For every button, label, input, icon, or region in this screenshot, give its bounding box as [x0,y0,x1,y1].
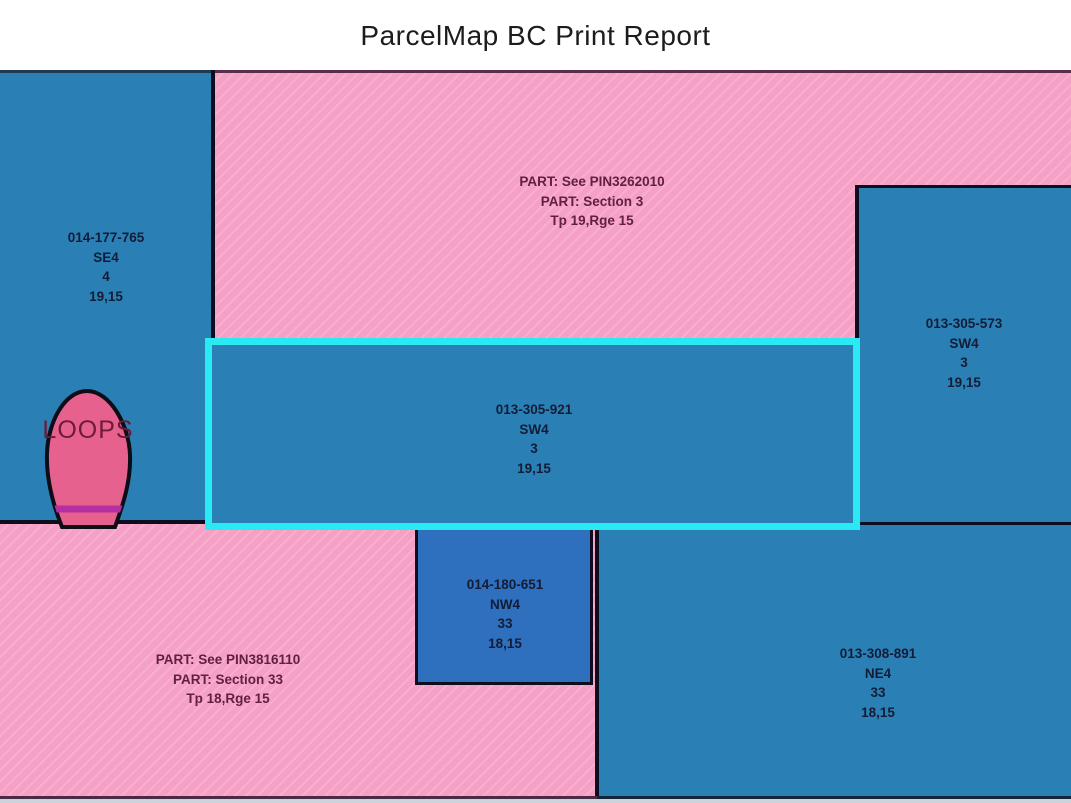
parcel-section: 3 [960,355,968,370]
parcel-township-range: Tp 19,Rge 15 [550,213,634,228]
loops-annotation-label: LOOPS [42,416,134,444]
page-title: ParcelMap BC Print Report [360,20,711,51]
parcel-township-range: 18,15 [861,704,895,720]
parcel-pid: 013-305-921 [495,402,573,417]
parcel-section: 4 [102,269,110,284]
parcel-part-pin: PART: See PIN3816110 [155,652,301,667]
parcel-township-range: Tp 18,Rge 15 [186,691,270,706]
parcel-region-013-305-573 [857,185,1071,525]
parcel-region-013-308-891 [597,522,1071,796]
parcel-pid: 014-177-765 [67,230,145,245]
map-bottom-border-right [597,796,1071,799]
boundary-line-top-left [0,70,213,73]
parcel-pid: 013-305-573 [925,316,1003,331]
parcel-region-014-180-651 [415,525,593,685]
parcel-label-014-180-651: 014-180-651 NW4 33 18,15 [415,575,595,653]
parcel-label-pin3262010: PART: See PIN3262010 PART: Section 3 Tp … [250,172,934,231]
parcel-township-range: 19,15 [517,460,551,476]
parcel-part-section: PART: Section 3 [540,193,644,209]
parcel-label-013-308-891: 013-308-891 NE4 33 18,15 [658,644,1071,722]
boundary-line-bottom-pink-vs-blue [595,525,599,796]
parcel-part-pin: PART: See PIN3262010 [519,174,665,189]
map-bottom-border-left [0,796,597,799]
parcel-quarter: SE4 [93,249,119,265]
parcel-label-013-305-573: 013-305-573 SW4 3 19,15 [857,314,1071,392]
parcel-section: 33 [497,616,513,631]
parcel-pid: 014-180-651 [466,577,544,592]
parcel-quarter: SW4 [519,421,549,437]
parcel-quarter: SW4 [949,335,979,351]
parcel-label-pin3816110: PART: See PIN3816110 PART: Section 33 Tp… [28,650,428,709]
parcel-pid: 013-308-891 [839,646,917,661]
parcel-section: 3 [530,441,538,456]
boundary-line-pink-vs-right [855,185,859,342]
parcel-quarter: NE4 [864,665,892,681]
parcel-map: LOOPS 014-177-765 SE4 4 19,15 PART: See … [0,70,1071,796]
parcel-label-013-305-921: 013-305-921 SW4 3 19,15 [211,400,857,478]
boundary-line-left-vs-pink [211,70,215,345]
parcel-section: 33 [870,685,886,700]
parcel-township-range: 19,15 [947,374,981,390]
loops-marker [44,388,133,529]
boundary-line-right-bottom [857,522,1071,525]
parcel-region-pin3262010-lower [213,70,857,345]
parcel-part-section: PART: Section 33 [172,671,284,687]
parcel-township-range: 19,15 [89,288,123,304]
map-bottom-margin [0,799,1071,803]
parcel-quarter: NW4 [490,596,520,612]
balloon-shape-icon [44,388,133,529]
boundary-line-top-right [213,70,1071,73]
report-header: ParcelMap BC Print Report [0,0,1071,70]
parcel-township-range: 18,15 [488,635,522,651]
parcel-label-014-177-765: 014-177-765 SE4 4 19,15 [0,228,212,306]
boundary-line-right-top [857,185,1071,188]
highlighted-parcel-013-305-921 [205,338,860,530]
